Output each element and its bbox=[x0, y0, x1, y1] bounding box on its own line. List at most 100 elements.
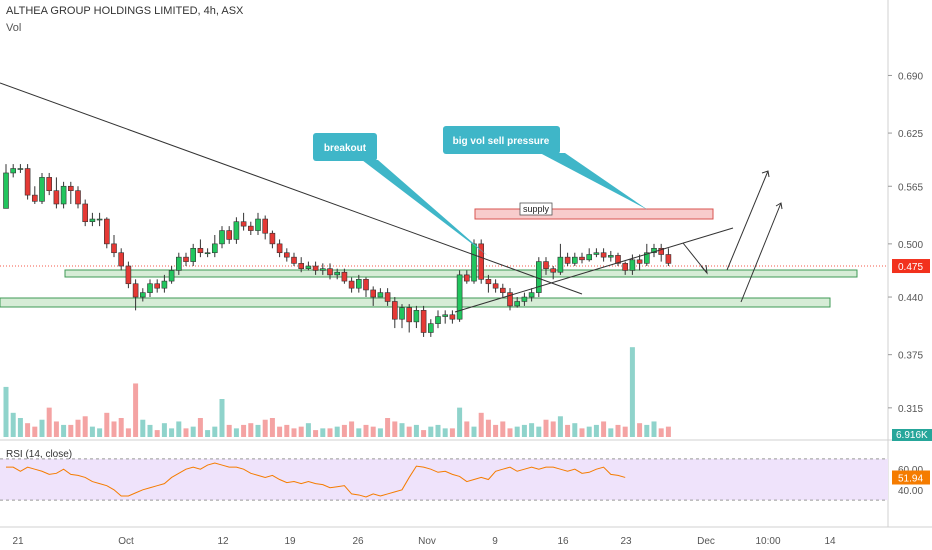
volume-bar bbox=[536, 426, 542, 437]
volume-bar bbox=[665, 426, 671, 437]
volume-bar bbox=[32, 426, 38, 437]
candle-body bbox=[298, 263, 305, 269]
candle-body bbox=[507, 292, 513, 307]
volume-bar bbox=[406, 426, 412, 437]
rsi-label: RSI (14, close) bbox=[6, 449, 73, 460]
candle-body bbox=[104, 218, 110, 245]
volume-bar bbox=[608, 428, 614, 437]
candle-body bbox=[579, 256, 585, 261]
candle-body bbox=[312, 265, 319, 271]
volume-bar bbox=[176, 421, 182, 437]
supply-zone bbox=[474, 208, 714, 220]
candle-body bbox=[147, 283, 153, 293]
volume-bar bbox=[493, 424, 499, 437]
time-tick-label: 26 bbox=[352, 536, 364, 547]
projection-up-1 bbox=[726, 170, 769, 271]
volume-bar bbox=[442, 428, 448, 437]
candle-body bbox=[269, 232, 276, 245]
volume-bar bbox=[356, 428, 362, 437]
volume-bar bbox=[557, 416, 563, 437]
volume-bar bbox=[601, 421, 607, 437]
last-price-value: 0.475 bbox=[898, 262, 923, 273]
volume-label: Vol bbox=[6, 22, 22, 34]
candle-body bbox=[24, 168, 31, 196]
volume-bar bbox=[3, 386, 9, 437]
time-tick-label: 23 bbox=[620, 536, 632, 547]
candle-body bbox=[96, 218, 103, 221]
candle-body bbox=[658, 247, 665, 255]
volume-bar bbox=[629, 347, 635, 437]
volume-bar bbox=[464, 421, 470, 437]
candle-body bbox=[449, 314, 456, 320]
rsi-line bbox=[6, 462, 626, 498]
volume-bars bbox=[3, 347, 671, 437]
time-tick-label: Oct bbox=[118, 536, 134, 547]
volume-bar bbox=[341, 424, 347, 437]
candle-body bbox=[600, 252, 607, 258]
volume-bar bbox=[147, 424, 153, 437]
candle-body bbox=[240, 221, 247, 227]
volume-bar bbox=[25, 423, 31, 437]
candle-body bbox=[212, 243, 218, 254]
volume-bar bbox=[46, 407, 52, 437]
candle-body bbox=[327, 268, 333, 276]
volume-bar bbox=[233, 428, 239, 437]
candle-body bbox=[593, 252, 600, 255]
candle-body bbox=[586, 254, 593, 261]
volume-bar bbox=[507, 428, 513, 437]
candle-body bbox=[514, 301, 521, 307]
sell-pressure-pointer bbox=[540, 153, 648, 210]
price-tick-label: 0.315 bbox=[898, 404, 923, 415]
volume-bar bbox=[349, 421, 355, 437]
volume-bar bbox=[10, 412, 16, 437]
volume-bar bbox=[61, 424, 67, 437]
breakout-text: breakout bbox=[324, 143, 367, 154]
candle-body bbox=[204, 252, 211, 255]
arrow-head bbox=[700, 264, 708, 275]
volume-bar bbox=[327, 428, 333, 437]
time-tick-label: Dec bbox=[697, 536, 715, 547]
candle-body bbox=[197, 247, 204, 254]
supply-label-box bbox=[519, 202, 553, 216]
volume-bar bbox=[305, 423, 311, 437]
candle-body bbox=[60, 185, 67, 205]
candle-body bbox=[355, 279, 362, 289]
volume-bar bbox=[392, 421, 398, 437]
volume-bar bbox=[644, 424, 650, 437]
candle-body bbox=[132, 283, 139, 298]
volume-bar bbox=[212, 426, 218, 437]
candle-body bbox=[499, 287, 506, 293]
volume-bar bbox=[104, 412, 110, 437]
breakout-pointer bbox=[362, 160, 488, 256]
candle-body bbox=[399, 307, 405, 320]
support-zone-lower bbox=[0, 297, 831, 308]
volume-bar bbox=[313, 430, 319, 437]
volume-bar bbox=[82, 416, 88, 437]
candle-body bbox=[39, 177, 45, 202]
candle-body bbox=[276, 243, 283, 254]
candle-body bbox=[665, 254, 672, 264]
candle-body bbox=[46, 177, 53, 191]
candle-body bbox=[233, 221, 240, 240]
volume-bar bbox=[572, 423, 578, 437]
candle-body bbox=[456, 274, 463, 320]
time-tick-label: 19 bbox=[284, 536, 296, 547]
rsi-value-tag bbox=[892, 470, 930, 485]
candle-body bbox=[607, 255, 614, 258]
volume-bar bbox=[53, 421, 59, 437]
volume-bar bbox=[169, 428, 175, 437]
volume-bar bbox=[277, 426, 283, 437]
volume-bar bbox=[435, 424, 441, 437]
sell-pressure-text: big vol sell pressure bbox=[453, 136, 550, 147]
volume-bar bbox=[219, 399, 225, 437]
volume-tag bbox=[892, 429, 932, 441]
volume-bar bbox=[428, 426, 434, 437]
volume-bar bbox=[651, 421, 657, 437]
candle-body bbox=[427, 323, 434, 333]
time-tick-label: 12 bbox=[217, 536, 229, 547]
volume-bar bbox=[298, 426, 304, 437]
volume-bar bbox=[421, 430, 427, 437]
candle-body bbox=[3, 172, 9, 209]
candle-body bbox=[262, 218, 269, 234]
volume-bar bbox=[637, 423, 643, 437]
